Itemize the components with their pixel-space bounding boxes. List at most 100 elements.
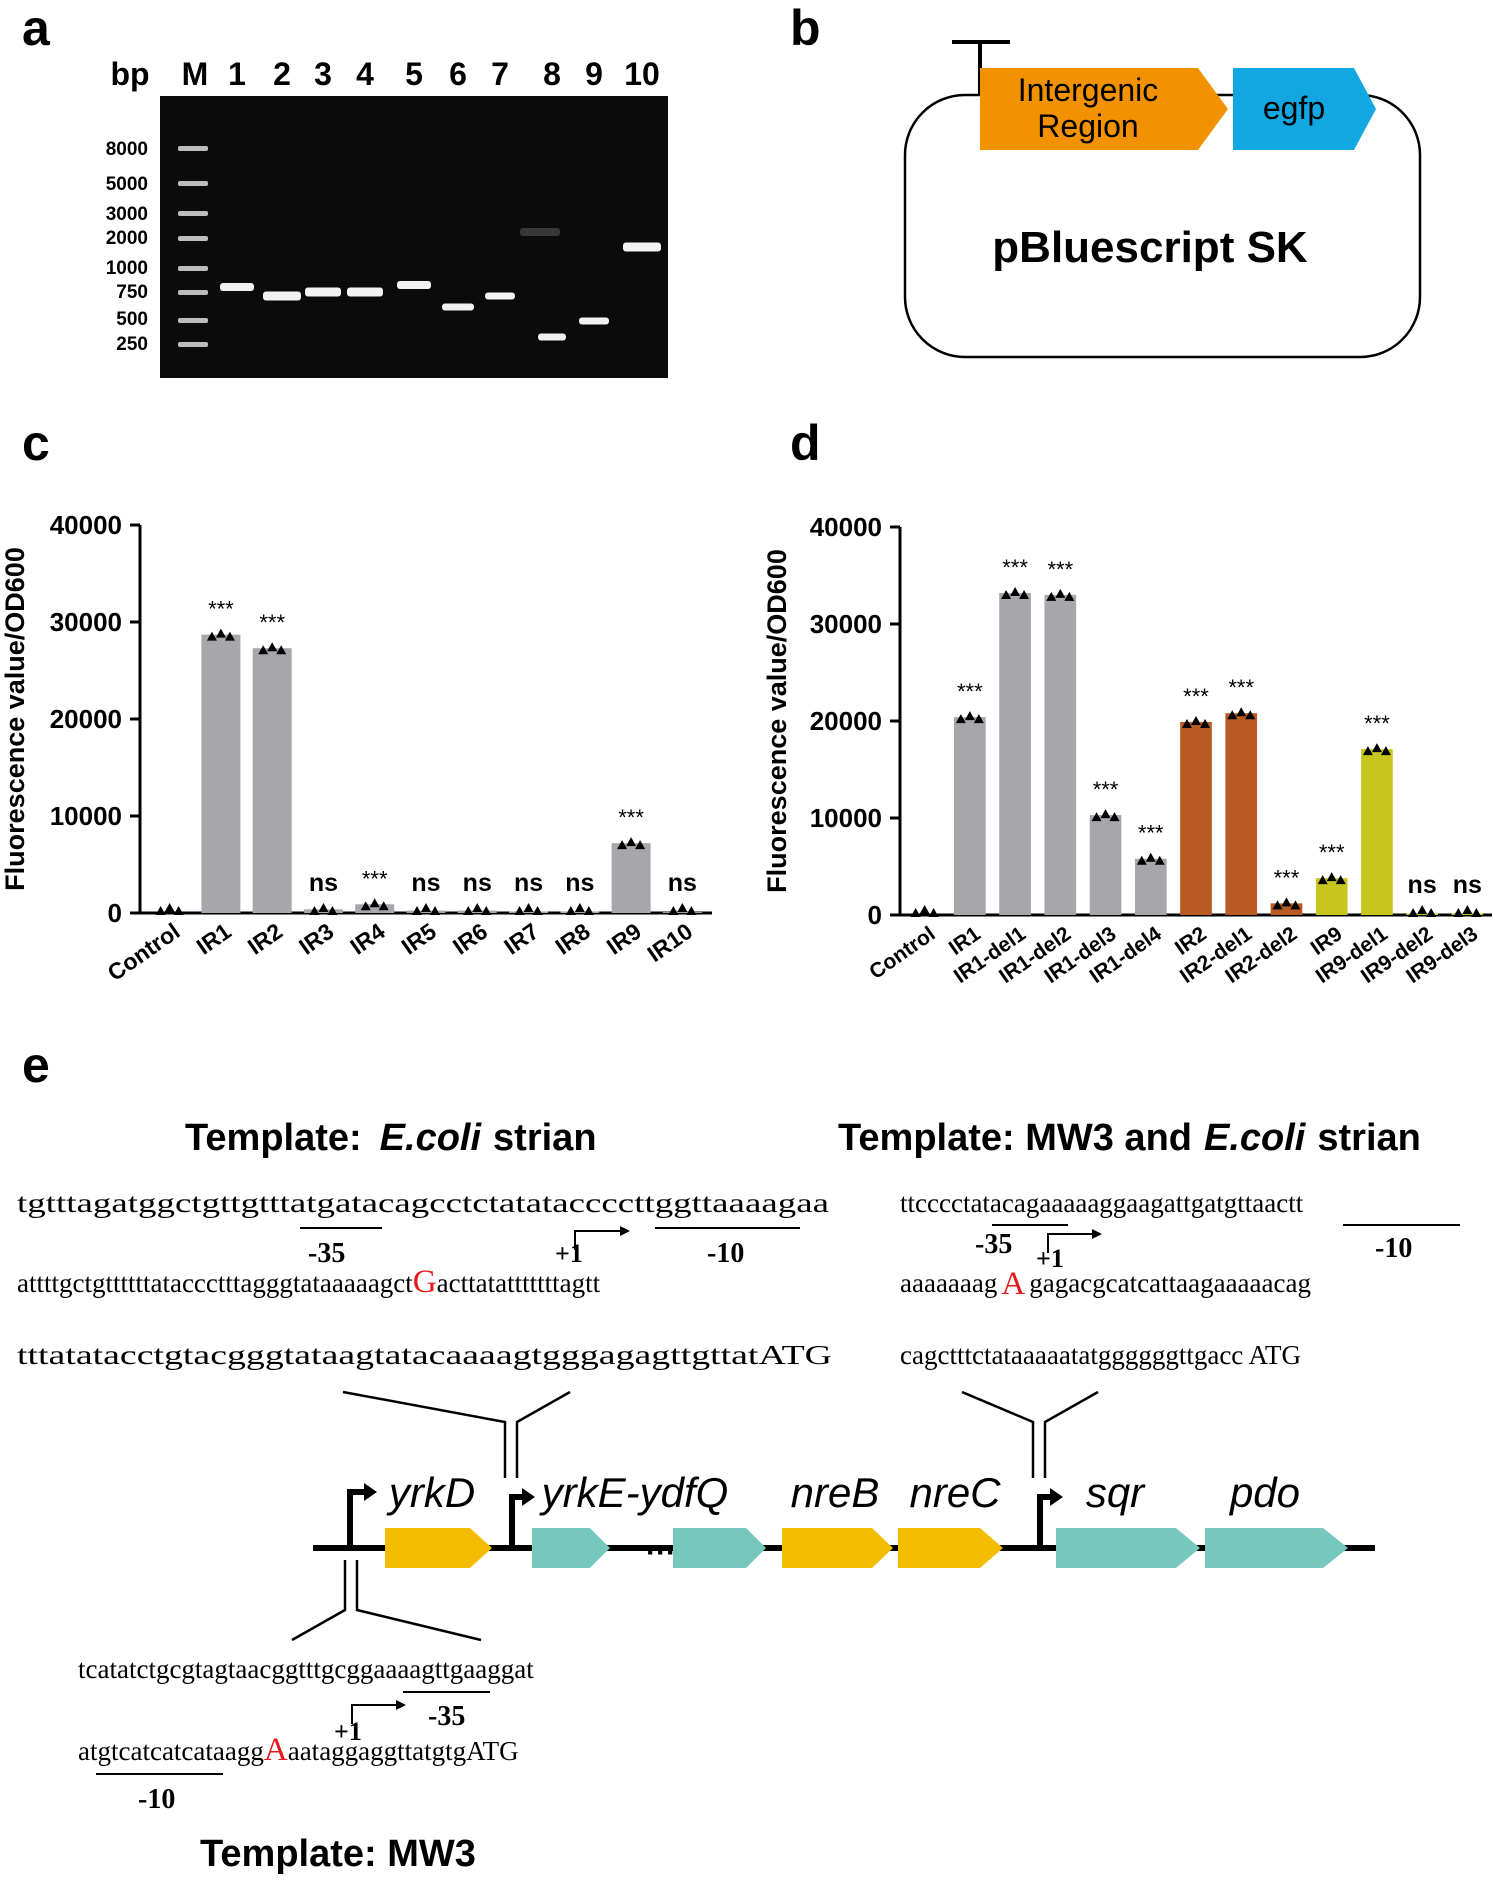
ladder-band	[178, 318, 208, 323]
panel-label-c: c	[22, 415, 50, 471]
bar-IR10	[662, 912, 702, 913]
egfp-label: egfp	[1263, 90, 1325, 126]
data-point	[635, 840, 646, 850]
bar-IR7	[509, 911, 549, 913]
data-point	[1182, 718, 1192, 728]
tss-mark-bottom: +1	[334, 1717, 362, 1746]
y-tick-label: 20000	[50, 704, 122, 734]
tss-arrow-bottom	[351, 1704, 396, 1724]
significance-label: ns	[463, 869, 492, 897]
data-point	[369, 898, 380, 908]
gene-arrow-nreB	[782, 1528, 893, 1568]
bar-IR1-del1	[999, 592, 1031, 915]
promoter-arrows	[347, 1483, 1063, 1548]
tss-arrowhead-left	[620, 1226, 630, 1236]
tss-mark-right: +1	[1036, 1244, 1064, 1273]
gel-header-lane-2: 2	[273, 56, 291, 92]
data-point	[626, 837, 637, 847]
bar-chart-d: 0 10000 20000 30000 40000 Fluorescence value/…	[762, 512, 1492, 988]
data-point	[1408, 908, 1419, 917]
panel-label-e: e	[22, 1037, 50, 1093]
gel-header-lane-10: 10	[624, 56, 660, 92]
gel-bands	[178, 146, 661, 347]
data-point	[964, 711, 975, 721]
gene-label-yrkD: yrkD	[386, 1469, 475, 1516]
data-point	[677, 903, 688, 912]
intergenic-region-label-line2: Region	[1037, 108, 1138, 144]
gel-header-marker: M	[182, 56, 209, 92]
intergenic-region-label-line1: Intergenic	[1018, 72, 1159, 108]
data-point	[1109, 812, 1120, 822]
category-label: IR10	[643, 918, 698, 967]
gene-arrow-nreC	[898, 1528, 1003, 1568]
bp-label-5000: 5000	[106, 174, 148, 195]
gene-arrow-yrkD	[385, 1528, 492, 1568]
bar-IR9-del3	[1451, 913, 1484, 915]
tss-bottom: A	[264, 1732, 288, 1768]
seq-left-line1: tgtttagatggctgttgtttatgatacagcctctatatac…	[17, 1188, 829, 1218]
data-point	[514, 906, 525, 915]
significance-label: ***	[1002, 555, 1028, 580]
box35-right: -35	[975, 1229, 1012, 1260]
category-label: IR4	[345, 918, 389, 960]
template-heading-left: Template: E.coli strian	[185, 1117, 597, 1159]
data-point	[1191, 715, 1201, 725]
data-point	[1200, 718, 1210, 728]
gel-band-lane-2	[263, 291, 301, 301]
seq-left-line2: attttgctgttttttataccctttagggtataaaaagctG…	[17, 1264, 601, 1300]
data-point	[973, 714, 984, 724]
data-point	[309, 906, 320, 915]
data-point	[1091, 812, 1102, 822]
data-point	[1001, 589, 1012, 599]
data-point	[565, 906, 576, 915]
template-heading-right: Template: MW3 and E.coli strian	[838, 1117, 1421, 1159]
box10-left: -10	[707, 1238, 744, 1269]
panel-label-d: d	[790, 415, 821, 471]
bar-IR2	[1180, 721, 1212, 915]
data-point	[258, 645, 269, 655]
y-axis-label: Fluorescence value/OD600	[0, 547, 30, 891]
y-axis-label: Fluorescence value/OD600	[762, 549, 792, 893]
data-point	[910, 908, 921, 917]
data-point	[481, 906, 492, 915]
significance-label: ns	[668, 869, 697, 897]
data-point	[412, 906, 422, 915]
data-point	[1453, 908, 1464, 917]
data-point	[1236, 707, 1247, 717]
bar-IR9	[611, 843, 651, 913]
significance-label: ***	[1319, 840, 1345, 865]
data-point	[1281, 897, 1292, 907]
bar-IR1-del2	[1044, 594, 1077, 915]
data-point	[1010, 586, 1021, 596]
bp-label-750: 750	[116, 282, 148, 303]
significance-label: ns	[411, 869, 440, 897]
data-point	[472, 903, 483, 912]
data-point	[1371, 743, 1382, 753]
intergenic-region-arrow	[980, 68, 1228, 150]
significance-label: ns	[514, 869, 543, 897]
data-point	[224, 631, 235, 641]
data-point	[1426, 908, 1437, 917]
gene-arrow-yrkE-ydfQ	[532, 1528, 610, 1568]
gel-band-lane-3	[305, 287, 341, 297]
bar-chart-c: 0 10000 20000 30000 40000 Fluorescence value/…	[0, 510, 712, 986]
seq-bottom-line1: tcatatctgcgtagtaacggtttgcggaaaagttgaagga…	[78, 1654, 534, 1684]
data-point	[327, 906, 338, 915]
significance-label: ***	[1364, 711, 1390, 736]
significance-label: ns	[565, 869, 594, 897]
y-tick-label: 40000	[50, 510, 122, 540]
ladder-band	[178, 290, 208, 295]
gene-label-nreC: nreC	[909, 1469, 1001, 1516]
bp-label-2000: 2000	[106, 228, 148, 249]
tss-arrow-right	[1047, 1233, 1092, 1253]
gel-band-lane-9	[579, 317, 609, 325]
bp-label-1000: 1000	[106, 258, 148, 279]
bar-IR1	[201, 634, 241, 913]
tss-arrowhead-right	[1092, 1229, 1102, 1239]
data-point	[360, 901, 371, 911]
bar-IR9-del2	[1406, 913, 1438, 915]
tss-mark-left: +1	[555, 1239, 583, 1268]
gene-label-sqr: sqr	[1086, 1469, 1146, 1516]
panel-label-b: b	[790, 0, 821, 56]
